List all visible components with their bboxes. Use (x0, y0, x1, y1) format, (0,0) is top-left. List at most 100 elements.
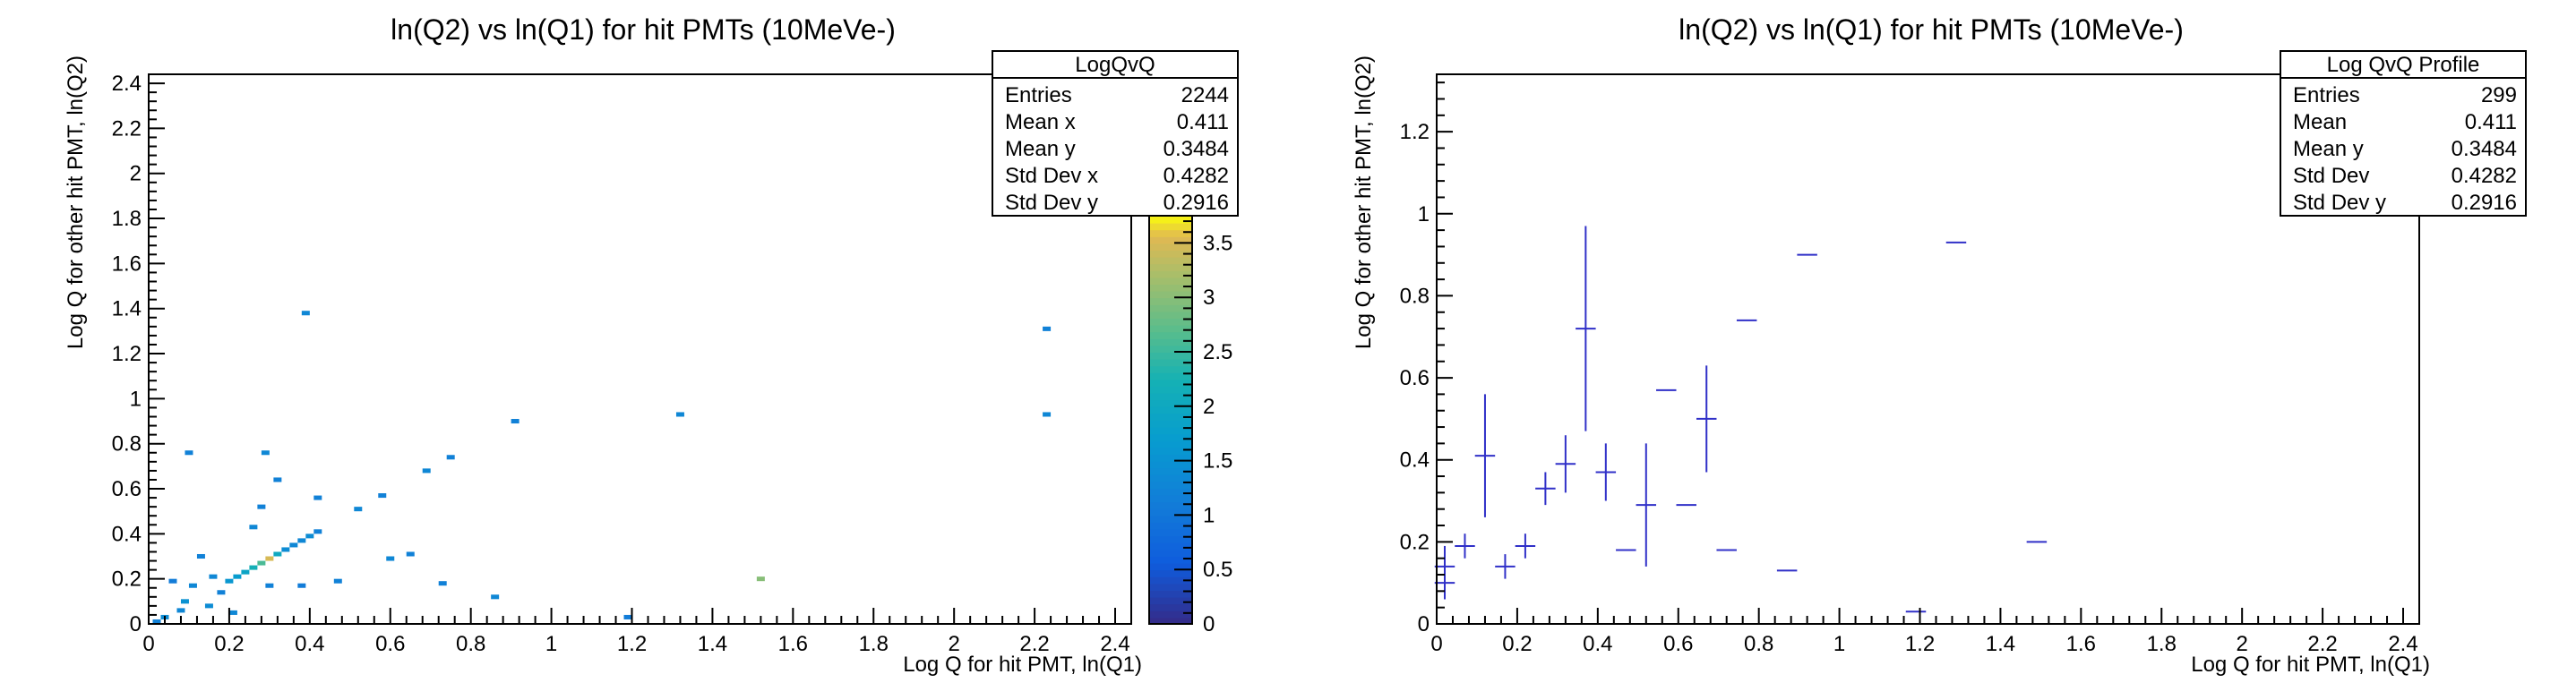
heatmap-cell (297, 538, 306, 543)
heatmap-cell (265, 583, 274, 588)
stats-value-mean: 0.411 (2465, 110, 2517, 134)
x-tick-label-2-2: 2.2 (2307, 632, 2337, 656)
heatmap-cell (289, 542, 298, 548)
stats-value-entries: 299 (2481, 83, 2517, 107)
y-tick-label-0-8: 0.8 (112, 432, 142, 457)
heatmap-colorbar: 0 0.5 1 1.5 2 2.5 3 3.5 (1148, 215, 1232, 636)
heatmap-cell (249, 565, 258, 570)
heatmap-stats-box: LogQvQ Entries 2244 Mean x 0.411 Mean y … (992, 50, 1239, 217)
x-tick-label-0-4: 0.4 (295, 632, 324, 656)
x-tick-label-2-4: 2.4 (1100, 632, 1129, 656)
colorbar-segment (1149, 303, 1192, 312)
profile-axes: 0 0.2 0.4 0.6 0.8 1 1.2 1.4 1.6 1.8 2 2.2 2.4 0 0.2 0.4… (1400, 73, 2420, 656)
heatmap-cell (152, 619, 161, 624)
heatmap-cell (225, 578, 234, 584)
stats-label-std-dev-y: Std Dev y (2293, 191, 2386, 215)
profile-point (1576, 226, 1596, 431)
colorbar-segment (1149, 290, 1192, 299)
heatmap-cell (675, 412, 684, 417)
heatmap-cell (168, 578, 177, 584)
colorbar-segment (1149, 256, 1192, 265)
colorbar-segment (1149, 447, 1192, 455)
heatmap-cell (313, 529, 322, 534)
heatmap-cell (204, 603, 213, 609)
colorbar-segment (1149, 528, 1192, 537)
stats-label-std-dev-y: Std Dev y (1005, 191, 1098, 215)
heatmap-cell (422, 468, 431, 474)
profile-point (1434, 545, 1455, 587)
heatmap-cell (446, 455, 455, 460)
colorbar-segment (1149, 576, 1192, 585)
colorbar-segment (1149, 426, 1192, 435)
x-tick-label-2: 2 (2237, 632, 2248, 656)
x-tick-label-1-2: 1.2 (617, 632, 647, 656)
x-tick-label-0-8: 0.8 (1744, 632, 1773, 656)
y-tick-label-2: 2 (130, 162, 142, 186)
colorbar-segment (1149, 413, 1192, 421)
heatmap-cell (281, 547, 290, 552)
y-tick-label-2-4: 2.4 (112, 72, 142, 96)
colorbar-segment (1149, 569, 1192, 577)
y-tick-label-0-8: 0.8 (1400, 284, 1430, 308)
x-tick-label-1-6: 1.6 (778, 632, 808, 656)
colorbar-segment (1149, 277, 1192, 285)
colorbar-segment (1149, 318, 1192, 326)
colorbar-segment (1149, 405, 1192, 414)
colorbar-segment (1149, 460, 1192, 469)
stats-value-std-dev: 0.4282 (2451, 164, 2517, 188)
colorbar-segment (1149, 379, 1192, 387)
heatmap-cell (511, 419, 519, 424)
heatmap-cell (176, 608, 185, 613)
x-tick-label-1-2: 1.2 (1905, 632, 1935, 656)
colorbar-segment (1149, 358, 1192, 367)
colorbar-segment (1149, 250, 1192, 258)
colorbar-segment (1149, 556, 1192, 564)
stats-label-entries: Entries (1005, 83, 1072, 107)
profile-point (1595, 443, 1617, 501)
x-tick-label-1: 1 (1833, 632, 1845, 656)
heatmap-cell (386, 556, 395, 561)
colorbar-segment (1149, 392, 1192, 401)
heatmap-cell (297, 583, 306, 588)
stats-label-entries: Entries (2293, 83, 2360, 107)
stats-value-mean-y: 0.3484 (1163, 137, 1229, 161)
x-tick-label-0-6: 0.6 (1663, 632, 1693, 656)
x-tick-label-0: 0 (1430, 632, 1442, 656)
colorbar-tick-label-0-5: 0.5 (1203, 558, 1232, 582)
colorbar-segment (1149, 488, 1192, 496)
heatmap-cell (265, 556, 274, 561)
colorbar-segment (1149, 454, 1192, 462)
colorbar-segment (1149, 263, 1192, 271)
profile-point (1515, 534, 1536, 559)
heatmap-cell (438, 581, 447, 586)
stats-label-std-dev: Std Dev (2293, 164, 2369, 188)
x-tick-label-0-6: 0.6 (375, 632, 405, 656)
heatmap-cell (217, 590, 226, 595)
colorbar-segment (1149, 508, 1192, 516)
heatmap-cells (152, 311, 1052, 624)
colorbar-segment (1149, 371, 1192, 380)
stats-value-mean-x: 0.411 (1177, 110, 1229, 134)
colorbar-segment (1149, 386, 1192, 394)
stats-label-mean-y: Mean y (1005, 137, 1076, 161)
heatmap-cell (228, 610, 237, 615)
colorbar-segment (1149, 562, 1192, 571)
heatmap-cell (313, 495, 322, 500)
stats-label-std-dev-x: Std Dev x (1005, 164, 1098, 188)
profile-point (1696, 365, 1717, 473)
colorbar-segment (1149, 596, 1192, 605)
colorbar-segment (1149, 297, 1192, 305)
colorbar-segment (1149, 590, 1192, 598)
stats-value-mean-y: 0.3484 (2451, 137, 2517, 161)
x-tick-label-1-6: 1.6 (2066, 632, 2096, 656)
heatmap-cell (249, 525, 258, 530)
heatmap-cell (233, 574, 242, 579)
y-tick-label-0: 0 (1418, 612, 1430, 636)
x-tick-label-0-2: 0.2 (1502, 632, 1532, 656)
colorbar-segment (1149, 610, 1192, 619)
y-tick-label-0-2: 0.2 (1400, 530, 1430, 554)
heatmap-cell (1043, 412, 1052, 417)
stats-label-mean-x: Mean x (1005, 110, 1076, 134)
colorbar-segment (1149, 235, 1192, 244)
stats-title: Log QvQ Profile (2327, 53, 2480, 77)
